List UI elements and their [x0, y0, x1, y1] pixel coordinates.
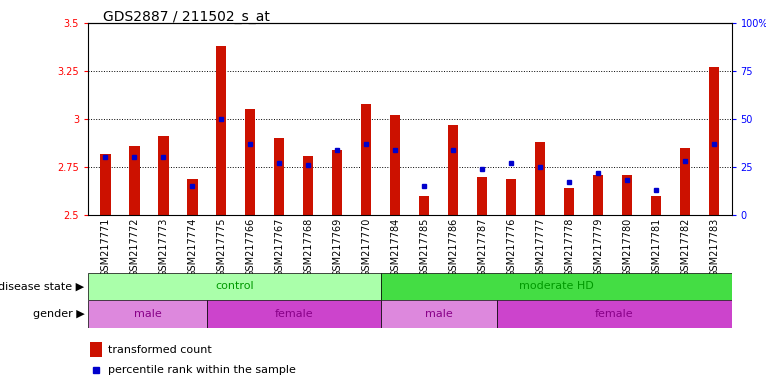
Text: GSM217782: GSM217782	[680, 218, 690, 277]
Bar	[207, 300, 381, 328]
Bar	[497, 300, 732, 328]
Text: GSM217769: GSM217769	[332, 218, 342, 277]
Bar	[90, 342, 102, 357]
Text: GSM217783: GSM217783	[709, 218, 719, 277]
Text: disease state ▶: disease state ▶	[0, 281, 84, 291]
Bar	[593, 175, 604, 215]
Text: percentile rank within the sample: percentile rank within the sample	[108, 365, 296, 375]
Bar	[159, 136, 169, 215]
Text: male: male	[133, 309, 162, 319]
Text: GSM217771: GSM217771	[100, 218, 110, 277]
Text: GSM217775: GSM217775	[217, 218, 227, 277]
Text: GSM217773: GSM217773	[159, 218, 169, 277]
Text: GSM217786: GSM217786	[448, 218, 458, 277]
Bar	[216, 46, 227, 215]
Text: GSM217772: GSM217772	[129, 218, 139, 277]
Bar	[390, 115, 401, 215]
Bar	[332, 150, 342, 215]
Bar	[477, 177, 487, 215]
Bar	[188, 179, 198, 215]
Text: GSM217784: GSM217784	[391, 218, 401, 277]
Bar	[303, 156, 313, 215]
Bar	[381, 300, 497, 328]
Text: GSM217787: GSM217787	[477, 218, 487, 277]
Text: GDS2887 / 211502_s_at: GDS2887 / 211502_s_at	[103, 10, 270, 23]
Text: GSM217781: GSM217781	[651, 218, 661, 277]
Bar	[419, 196, 430, 215]
Text: GSM217774: GSM217774	[188, 218, 198, 277]
Bar	[100, 154, 110, 215]
Bar	[564, 188, 574, 215]
Text: GSM217778: GSM217778	[565, 218, 574, 277]
Bar	[448, 125, 458, 215]
Text: moderate HD: moderate HD	[519, 281, 594, 291]
Bar	[680, 148, 690, 215]
Text: control: control	[215, 281, 254, 291]
Bar	[506, 179, 516, 215]
Bar	[622, 175, 632, 215]
Text: GSM217768: GSM217768	[303, 218, 313, 277]
Text: GSM217785: GSM217785	[419, 218, 429, 277]
Text: GSM217766: GSM217766	[245, 218, 255, 277]
Bar	[88, 300, 207, 328]
Bar	[274, 138, 284, 215]
Bar	[245, 109, 256, 215]
Bar	[88, 273, 381, 300]
Bar	[709, 67, 719, 215]
Bar	[651, 196, 661, 215]
Text: GSM217779: GSM217779	[593, 218, 603, 277]
Text: GSM217777: GSM217777	[535, 218, 545, 277]
Text: GSM217776: GSM217776	[506, 218, 516, 277]
Text: GSM217770: GSM217770	[362, 218, 372, 277]
Bar	[535, 142, 545, 215]
Text: transformed count: transformed count	[108, 345, 211, 355]
Text: gender ▶: gender ▶	[32, 309, 84, 319]
Text: female: female	[274, 309, 313, 319]
Text: GSM217780: GSM217780	[622, 218, 632, 277]
Bar	[381, 273, 732, 300]
Text: male: male	[425, 309, 453, 319]
Bar	[129, 146, 139, 215]
Text: GSM217767: GSM217767	[274, 218, 284, 277]
Bar	[362, 104, 372, 215]
Text: female: female	[595, 309, 633, 319]
